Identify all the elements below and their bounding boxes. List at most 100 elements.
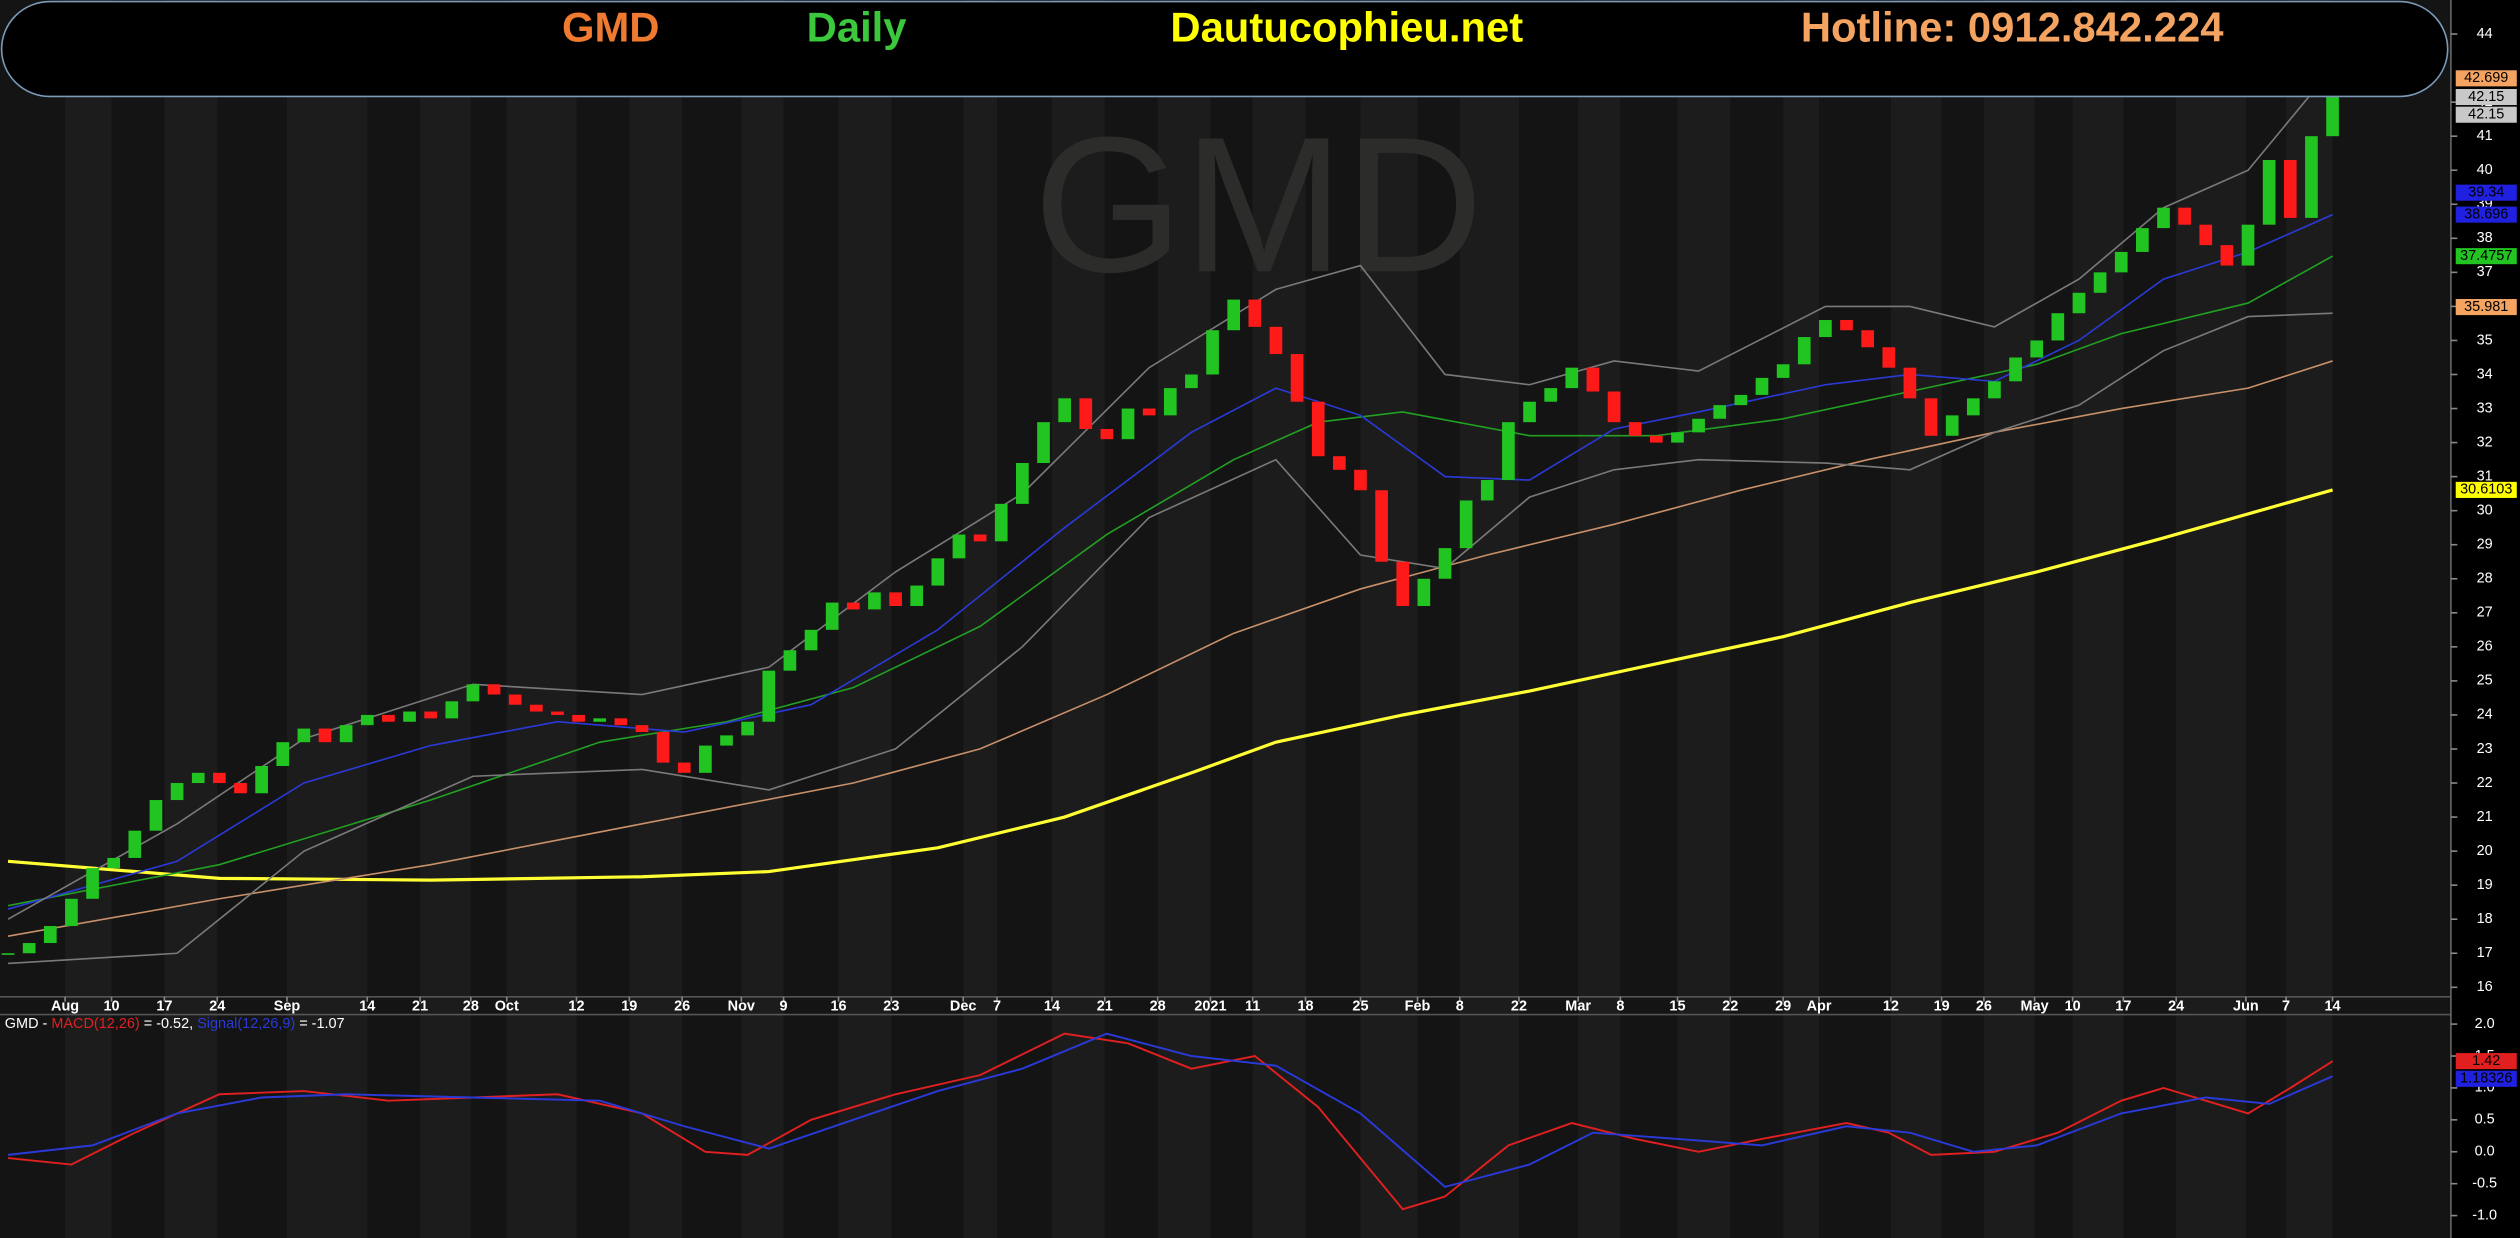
candle bbox=[2157, 207, 2170, 229]
legend-entry: Signal(12,26,9) bbox=[197, 1016, 295, 1032]
candle bbox=[403, 711, 416, 722]
candle bbox=[2178, 207, 2191, 225]
x-tick-label: 18 bbox=[1297, 998, 1313, 1014]
legend-value: = -1.07 bbox=[299, 1016, 344, 1032]
value-tag bbox=[2455, 184, 2517, 201]
x-tick-label: 24 bbox=[2168, 998, 2184, 1014]
week-stripe bbox=[1890, 0, 1942, 1238]
candle bbox=[1459, 500, 1473, 549]
candle bbox=[2136, 228, 2149, 252]
candle bbox=[1903, 367, 1917, 399]
x-tick-label: Aug bbox=[51, 998, 79, 1014]
candle bbox=[445, 701, 459, 719]
x-tick-label: Nov bbox=[728, 998, 755, 1014]
line-series bbox=[7, 1032, 2333, 1188]
value-tag-label: 30.6103 bbox=[2460, 482, 2512, 498]
y-tick-label: 18 bbox=[2477, 911, 2493, 927]
candle bbox=[86, 868, 99, 899]
x-tick-label: 23 bbox=[883, 998, 899, 1014]
candle bbox=[1016, 463, 1029, 504]
week-stripe bbox=[65, 0, 112, 1238]
value-tag bbox=[2455, 481, 2517, 498]
value-tag bbox=[2455, 1053, 2517, 1070]
y-tick-label: 37 bbox=[2477, 264, 2493, 280]
week-stripe bbox=[1983, 0, 2035, 1238]
candle bbox=[424, 711, 438, 719]
week-stripe bbox=[1360, 0, 1418, 1238]
value-tag-label: 35.981 bbox=[2464, 299, 2508, 315]
header-banner bbox=[0, 0, 2449, 98]
candle bbox=[65, 898, 78, 927]
x-tick-label: 8 bbox=[1616, 998, 1624, 1014]
candle bbox=[889, 592, 902, 606]
candle bbox=[1755, 377, 1769, 395]
candle bbox=[593, 718, 607, 722]
symbol: GMD bbox=[562, 4, 659, 51]
y-tick-label: 16 bbox=[2477, 979, 2493, 995]
week-stripe bbox=[1459, 0, 1519, 1238]
candle bbox=[1227, 299, 1241, 331]
value-tag-label: 1.18326 bbox=[2460, 1071, 2512, 1087]
candle bbox=[2283, 160, 2297, 218]
candle bbox=[741, 721, 754, 736]
x-tick-label: 26 bbox=[1976, 998, 1992, 1014]
candle bbox=[1924, 398, 1938, 436]
candle bbox=[846, 602, 860, 610]
candle bbox=[2220, 245, 2234, 266]
candle bbox=[1375, 490, 1388, 562]
plot bbox=[1, 67, 2339, 1211]
week-stripe bbox=[2072, 0, 2124, 1238]
value-tag-label: 1.42 bbox=[2472, 1053, 2500, 1069]
candle bbox=[1354, 469, 1367, 491]
candle bbox=[551, 711, 564, 715]
candle bbox=[1100, 428, 1114, 440]
candle bbox=[1692, 418, 1705, 433]
y-tick-label: 27 bbox=[2477, 605, 2493, 621]
candle bbox=[1882, 347, 1896, 368]
candle bbox=[297, 728, 311, 743]
candle bbox=[868, 592, 881, 610]
candle bbox=[804, 629, 818, 651]
x-tick-label: 28 bbox=[463, 998, 479, 1014]
candle bbox=[2051, 313, 2065, 341]
y-tick-label: 0.5 bbox=[2475, 1112, 2495, 1128]
y-tick-label: 24 bbox=[2477, 707, 2493, 723]
candle bbox=[2326, 97, 2339, 137]
candle bbox=[1480, 480, 1494, 501]
candle bbox=[529, 704, 543, 712]
week-stripe bbox=[506, 0, 577, 1238]
x-tick-label: 12 bbox=[568, 998, 584, 1014]
week-stripe bbox=[1677, 0, 1731, 1238]
y-tick-label: 17 bbox=[2477, 945, 2493, 961]
x-tick-label: May bbox=[2021, 998, 2049, 1014]
candle bbox=[382, 714, 395, 722]
y-tick-label: 26 bbox=[2477, 639, 2493, 655]
candle bbox=[635, 725, 649, 732]
x-tick-label: 15 bbox=[1669, 998, 1685, 1014]
candle bbox=[1079, 398, 1093, 429]
candle bbox=[1523, 401, 1536, 423]
candle bbox=[825, 602, 839, 630]
week-stripe bbox=[963, 0, 998, 1238]
candle bbox=[1, 953, 15, 955]
value-tag bbox=[2455, 1070, 2517, 1087]
value-tag-label: 37.4757 bbox=[2460, 248, 2512, 264]
candle bbox=[699, 745, 712, 773]
line-series bbox=[7, 488, 2334, 882]
x-tick-label: Oct bbox=[495, 998, 519, 1014]
week-stripe bbox=[1051, 0, 1105, 1238]
value-tag-label: 42.15 bbox=[2468, 107, 2504, 123]
candle bbox=[2114, 251, 2128, 273]
candle bbox=[2262, 160, 2276, 225]
x-tick-label: 21 bbox=[412, 998, 428, 1014]
candle bbox=[170, 783, 184, 801]
candle bbox=[2199, 224, 2213, 246]
legend-entry: MACD(12,26) bbox=[51, 1016, 139, 1032]
week-stripe bbox=[741, 0, 784, 1238]
x-tick-label: 11 bbox=[1245, 998, 1260, 1014]
week-stripe bbox=[1157, 0, 1211, 1238]
candle bbox=[1671, 432, 1684, 443]
legend-title: GMD - bbox=[5, 1016, 48, 1032]
week-stripe bbox=[286, 0, 368, 1238]
